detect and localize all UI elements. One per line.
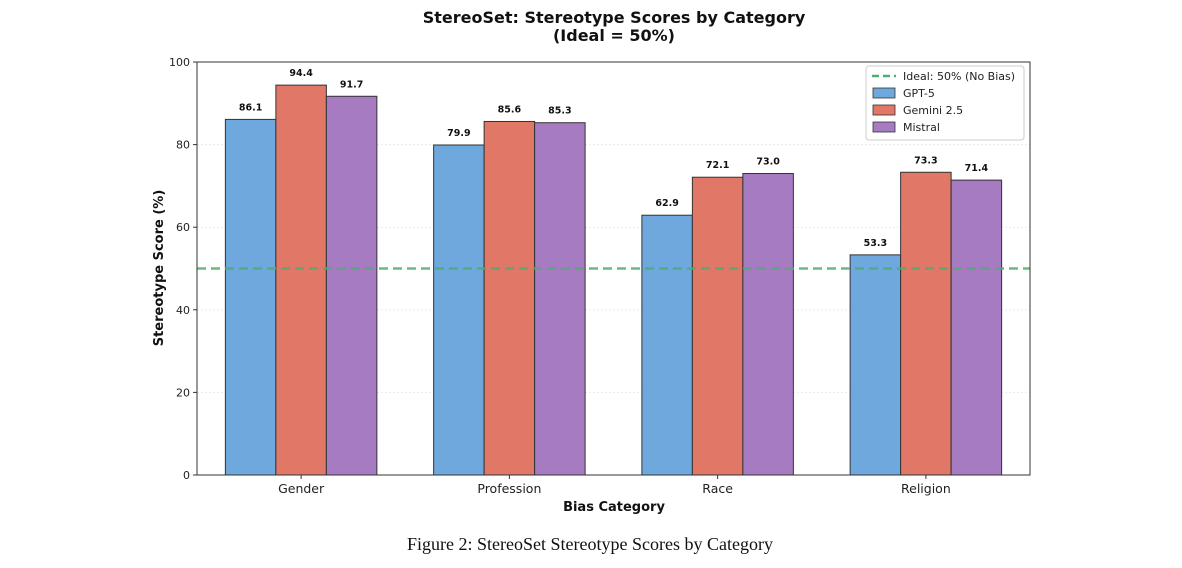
x-tick-label: Profession — [477, 481, 541, 496]
data-label: 86.1 — [239, 102, 262, 113]
bar-race-1 — [691, 176, 744, 476]
bar-race-0 — [641, 214, 693, 476]
y-tick-label: 60 — [176, 221, 190, 234]
legend-ideal-label: Ideal: 50% (No Bias) — [903, 70, 1015, 83]
data-label: 85.3 — [548, 106, 571, 117]
legend-gpt5-swatch — [872, 87, 896, 99]
bar-profession-0 — [433, 144, 485, 476]
legend-box — [865, 65, 1025, 141]
y-axis-ticks: 0 20 40 60 80 100 — [169, 56, 197, 482]
bar-profession-1 — [483, 120, 536, 476]
y-axis-label: Stereotype Score (%) — [152, 190, 167, 347]
legend: Ideal: 50% (No Bias) GPT-5 Gemini 2.5 Mi… — [865, 65, 1025, 141]
grid-lines — [197, 144, 1030, 393]
x-tick-label: Race — [702, 481, 733, 496]
data-label: 94.4 — [289, 68, 313, 79]
bars — [224, 84, 1003, 476]
data-label: 53.3 — [864, 238, 887, 249]
bar-profession-2 — [534, 122, 586, 476]
x-tick-label: Gender — [278, 481, 325, 496]
plot-frame — [196, 61, 1031, 476]
bar-religion-2 — [950, 179, 1003, 476]
legend-gemini-label: Gemini 2.5 — [903, 104, 963, 117]
chart-title: StereoSet: Stereotype Scores by Category — [423, 8, 806, 27]
y-tick-label: 40 — [176, 304, 190, 317]
legend-gemini-swatch — [872, 104, 896, 116]
y-tick-label: 0 — [183, 469, 190, 482]
figure-caption: Figure 2: StereoSet Stereotype Scores by… — [407, 534, 773, 554]
bar-gender-2 — [325, 95, 378, 476]
data-label: 62.9 — [655, 198, 678, 209]
bar-religion-1 — [900, 171, 952, 476]
x-axis-ticks: Gender Profession Race Religion — [278, 475, 951, 496]
data-label: 79.9 — [447, 128, 470, 139]
data-label: 71.4 — [965, 163, 989, 174]
y-tick-label: 20 — [176, 386, 190, 399]
data-label: 73.3 — [914, 155, 937, 166]
chart-subtitle: (Ideal = 50%) — [553, 26, 675, 45]
data-label: 85.6 — [498, 104, 522, 115]
legend-mistral-swatch — [872, 121, 896, 133]
legend-mistral-label: Mistral — [903, 121, 940, 134]
bar-gender-0 — [224, 118, 277, 476]
legend-gpt5-label: GPT-5 — [903, 87, 935, 100]
data-labels: 86.1 94.4 91.7 79.9 85.6 85.3 62.9 72.1 73.0 53.3… — [239, 68, 989, 249]
bar-religion-0 — [849, 254, 902, 476]
data-label: 73.0 — [756, 157, 780, 168]
y-tick-label: 100 — [169, 56, 190, 69]
bar-race-2 — [742, 173, 794, 476]
y-tick-label: 80 — [176, 139, 190, 152]
data-label: 72.1 — [706, 160, 729, 171]
x-tick-label: Religion — [901, 481, 951, 496]
x-axis-label: Bias Category — [563, 500, 665, 515]
bar-gender-1 — [275, 84, 327, 476]
data-label: 91.7 — [340, 79, 363, 90]
